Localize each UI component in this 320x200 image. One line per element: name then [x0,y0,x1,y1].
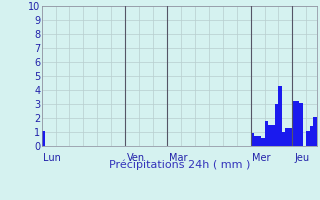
Bar [275,104,278,146]
Bar [313,117,317,146]
Text: Ven: Ven [127,153,145,163]
Bar [306,131,310,146]
Text: Jeu: Jeu [294,153,309,163]
Bar [254,136,258,146]
Bar [261,138,265,146]
Bar [268,125,271,146]
Text: Mer: Mer [252,153,271,163]
Bar [282,132,285,146]
Text: Lun: Lun [43,153,61,163]
Bar [251,133,254,146]
Bar [42,131,45,146]
Bar [258,136,261,146]
X-axis label: Précipitations 24h ( mm ): Précipitations 24h ( mm ) [108,160,250,170]
Bar [292,101,296,146]
Bar [310,126,313,146]
Bar [278,86,282,146]
Bar [271,125,275,146]
Bar [265,121,268,146]
Bar [300,103,303,146]
Bar [285,128,289,146]
Bar [296,101,300,146]
Text: Mar: Mar [169,153,187,163]
Bar [289,128,292,146]
